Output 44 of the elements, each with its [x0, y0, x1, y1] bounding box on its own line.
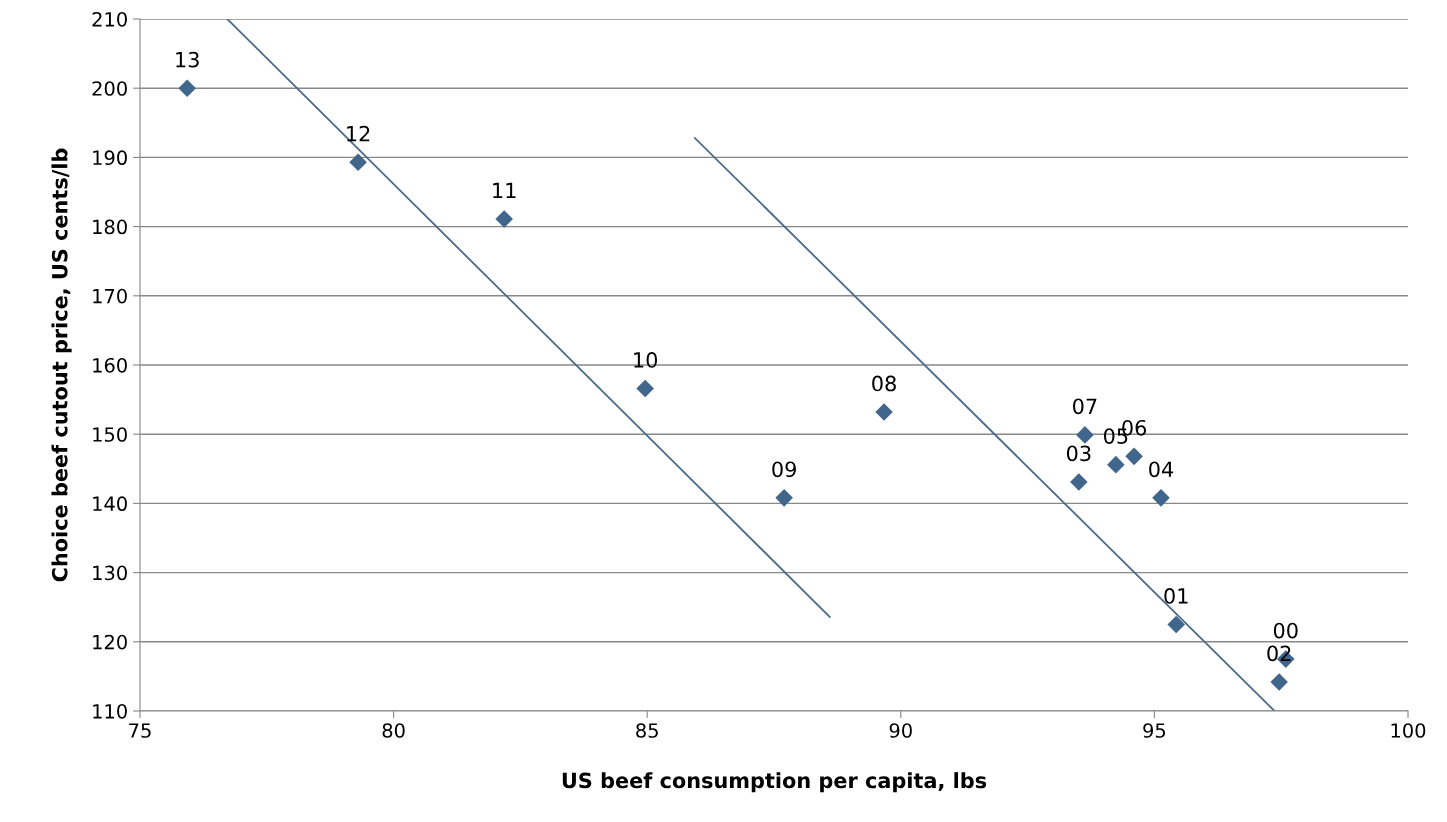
- annotation: 04: [1149, 461, 1174, 478]
- x-tick-label: 95: [1143, 723, 1166, 738]
- point: [178, 79, 196, 97]
- point: [1107, 455, 1125, 474]
- annotation: 02: [1267, 645, 1291, 662]
- x-tick-label: 80: [382, 723, 405, 738]
- annotation: 10: [634, 352, 658, 368]
- point: [1152, 489, 1170, 507]
- point: [1070, 473, 1088, 491]
- y-tick-label: 180: [93, 219, 127, 235]
- y-tick-label: 160: [93, 357, 127, 373]
- point: [775, 489, 793, 507]
- y-tick-label: 200: [92, 81, 127, 96]
- x-tick-label: 100: [1391, 723, 1426, 738]
- point: [1167, 615, 1185, 634]
- annotation: 03: [1066, 445, 1091, 462]
- point: [349, 153, 367, 172]
- y-tick-label: 190: [93, 150, 127, 166]
- annotation: 11: [493, 182, 516, 198]
- annotation: 00: [1273, 622, 1298, 639]
- point: [1270, 673, 1288, 691]
- y-tick-label: 120: [93, 634, 127, 650]
- y-tick-label: 140: [93, 496, 127, 512]
- x-tick-label: 85: [636, 723, 658, 738]
- point: [636, 379, 654, 398]
- point: [1125, 447, 1143, 466]
- annotation: 07: [1073, 398, 1097, 415]
- y-tick-label: 170: [93, 288, 127, 304]
- point: [875, 403, 893, 421]
- annotation: 09: [772, 461, 796, 478]
- y-axis-title: Choice beef cutout price, US cents/lb: [51, 148, 72, 582]
- point: [495, 210, 513, 228]
- annotation: 13: [176, 51, 199, 68]
- y-tick-label: 210: [92, 11, 127, 27]
- point: [1076, 426, 1094, 444]
- x-tick-label: 75: [129, 723, 151, 738]
- y-tick-label: 130: [93, 565, 127, 581]
- annotation: 01: [1164, 588, 1188, 604]
- x-tick-label: 90: [889, 723, 912, 738]
- y-tick-label: 110: [93, 703, 127, 719]
- annotation: 12: [347, 125, 370, 142]
- annotation: 08: [872, 375, 896, 392]
- y-tick-label: 150: [93, 427, 127, 442]
- x-axis-title: US beef consumption per capita, lbs: [562, 772, 987, 793]
